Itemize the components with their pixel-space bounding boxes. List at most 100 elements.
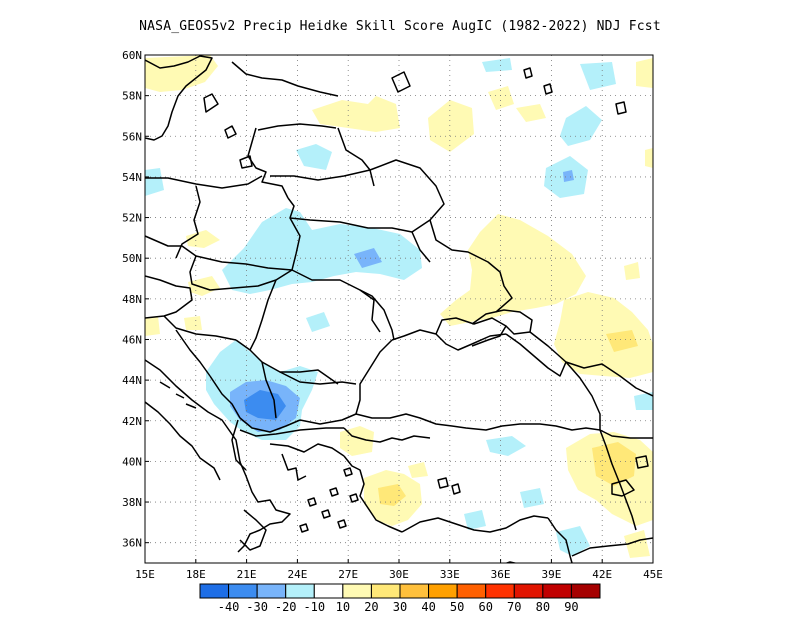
coast-finland bbox=[231, 61, 339, 97]
colorbar-swatch bbox=[428, 583, 458, 599]
skill-shading bbox=[145, 55, 653, 558]
border-ukraine-north bbox=[411, 231, 431, 263]
lat-tick-label: 42N bbox=[122, 415, 142, 428]
coast-croatia-islands bbox=[159, 381, 197, 409]
shade-positive-n4 bbox=[516, 104, 546, 122]
shade-negative-n1 bbox=[580, 62, 616, 90]
shade-positive-ne2 bbox=[645, 148, 653, 168]
colorbar-label: -40 bbox=[218, 600, 240, 614]
shade-positive-e2b bbox=[606, 330, 638, 352]
coast-estonia bbox=[257, 123, 337, 131]
lat-tick-label: 46N bbox=[122, 333, 142, 346]
border-lithuania bbox=[270, 169, 371, 181]
lon-tick-label: 27E bbox=[338, 568, 358, 581]
coast-island-n5 bbox=[451, 483, 461, 495]
coast-saaremaa bbox=[239, 155, 253, 169]
lon-tick-label: 21E bbox=[237, 568, 257, 581]
coast-marmara bbox=[343, 427, 431, 443]
coast-greece-aegean bbox=[269, 443, 345, 457]
colorbar-label: 60 bbox=[478, 600, 492, 614]
coast-lake-sevan bbox=[635, 455, 649, 469]
lat-tick-label: 36N bbox=[122, 537, 142, 550]
lat-tick-label: 56N bbox=[122, 130, 142, 143]
shade-negative-n2 bbox=[482, 58, 512, 72]
colorbar-label: -30 bbox=[246, 600, 268, 614]
colorbar-label: 70 bbox=[507, 600, 521, 614]
coast-azov bbox=[471, 309, 533, 335]
colorbar-label: -20 bbox=[275, 600, 297, 614]
coast-crimea bbox=[435, 317, 507, 347]
border-ukraine-russia bbox=[429, 219, 513, 313]
lon-tick-label: 15E bbox=[135, 568, 155, 581]
border-macedonia bbox=[239, 417, 301, 433]
lat-tick-label: 48N bbox=[122, 293, 142, 306]
colorbar-swatch bbox=[285, 583, 315, 599]
border-poland-belarus bbox=[287, 197, 301, 271]
border-latvia-russia bbox=[337, 127, 375, 187]
lon-tick-label: 18E bbox=[186, 568, 206, 581]
coast-islands-aegean bbox=[299, 467, 359, 533]
colorbar-swatch bbox=[542, 583, 572, 599]
shade-positive-n3 bbox=[488, 86, 514, 110]
shade-positive-w3 bbox=[145, 316, 160, 336]
coast-black-sea-east bbox=[529, 331, 601, 430]
lat-tick-label: 58N bbox=[122, 90, 142, 103]
border-russia-ukraine-south bbox=[505, 333, 567, 377]
shade-positive-ne bbox=[636, 58, 653, 88]
shade-negative-center bbox=[222, 208, 422, 294]
lon-tick-label: 33E bbox=[440, 568, 460, 581]
shade-negative-n5 bbox=[145, 168, 164, 196]
shade-positive-w2 bbox=[188, 276, 220, 296]
coast-island-n3 bbox=[615, 101, 627, 115]
coast-turkey-se bbox=[547, 517, 573, 563]
lat-tick-label: 50N bbox=[122, 252, 142, 265]
coast-black-sea-south bbox=[355, 413, 601, 431]
colorbar-swatch bbox=[456, 583, 487, 599]
coast-island-n4 bbox=[437, 477, 449, 489]
lon-tick-label: 24E bbox=[287, 568, 307, 581]
coast-island-n1 bbox=[523, 67, 533, 79]
colorbar-label: 30 bbox=[393, 600, 407, 614]
shade-positive-w4 bbox=[184, 316, 202, 330]
lon-tick-label: 36E bbox=[491, 568, 511, 581]
shade-positive-e3 bbox=[624, 262, 640, 280]
colorbar-swatch bbox=[485, 583, 515, 599]
shade-negative-center2 bbox=[306, 312, 330, 332]
lon-tick-label: 42E bbox=[592, 568, 612, 581]
border-bosnia-montenegro bbox=[209, 375, 241, 419]
lat-tick-label: 60N bbox=[122, 49, 142, 62]
border-caucasus bbox=[565, 361, 653, 397]
border-romania-bulgaria bbox=[279, 371, 357, 385]
shade-positive-se bbox=[624, 530, 650, 558]
colorbar-swatch bbox=[513, 583, 544, 599]
border-bulgaria-turkey bbox=[299, 413, 357, 425]
shade-positive-nw bbox=[145, 55, 218, 92]
colorbar-swatch bbox=[342, 583, 372, 599]
colorbar-label: 10 bbox=[336, 600, 350, 614]
coastlines-and-borders bbox=[145, 55, 653, 563]
longitude-tick-labels: 15E 18E 21E 24E 27E 30E 33E 36E 39E 42E 45E bbox=[135, 559, 663, 581]
colorbar-label: 40 bbox=[421, 600, 435, 614]
shade-positive-e2 bbox=[554, 292, 653, 378]
lat-tick-label: 52N bbox=[122, 212, 142, 225]
shade-positive-n2 bbox=[428, 100, 474, 152]
border-slovakia-hungary bbox=[189, 255, 293, 291]
border-croatia-bosnia bbox=[175, 329, 211, 377]
border-turkey-georgia bbox=[599, 429, 653, 439]
colorbar-label: 90 bbox=[564, 600, 578, 614]
colorbar: -40 -30 -20 -10 10 20 30 40 50 60 70 80 90 bbox=[199, 583, 601, 614]
coast-lake-van bbox=[611, 479, 635, 497]
border-moldova bbox=[359, 289, 395, 341]
shade-positive-caucasus-core bbox=[592, 442, 636, 486]
coast-sweden bbox=[145, 55, 213, 141]
coast-baltic-east bbox=[247, 127, 289, 199]
coast-adriatic-east bbox=[145, 359, 247, 477]
border-slovenia-croatia bbox=[163, 315, 237, 341]
colorbar-swatch bbox=[199, 583, 230, 599]
shade-negative-n6 bbox=[296, 144, 332, 170]
coast-chalkidiki bbox=[281, 453, 307, 481]
shade-negative-n4b bbox=[563, 170, 574, 182]
lat-tick-label: 44N bbox=[122, 374, 142, 387]
colorbar-swatch bbox=[399, 583, 430, 599]
page-title: NASA_GEOS5v2 Precip Heidke Skill Score A… bbox=[139, 19, 661, 34]
